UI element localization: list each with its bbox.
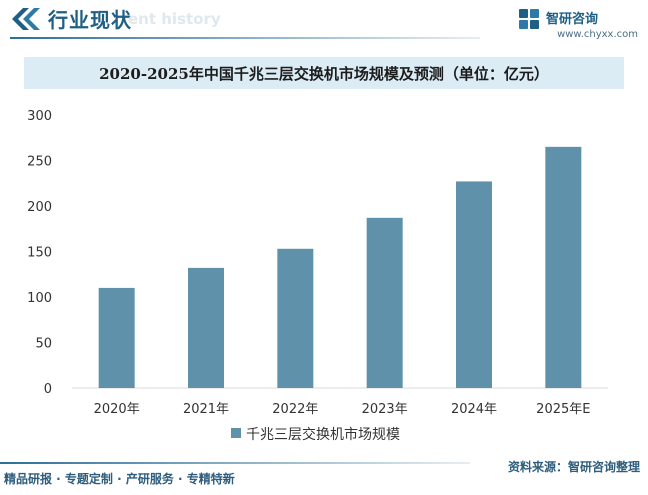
x-tick-label: 2025年E [536,402,590,417]
y-tick-label: 50 [35,337,52,352]
x-tick-label: 2021年 [183,402,229,417]
data-source: 资料来源：智研咨询整理 [507,460,640,474]
bar [277,248,314,388]
header-ghost-text: ent history [128,10,221,28]
x-tick-label: 2023年 [362,402,408,417]
x-tick-label: 2022年 [272,402,318,417]
y-tick-label: 150 [27,246,52,261]
bar [188,267,224,388]
header-divider [10,37,480,39]
bar [545,146,582,388]
bar [456,181,492,388]
x-tick-label: 2024年 [451,402,497,417]
chart-title: 2020-2025年中国千兆三层交换机市场规模及预测（单位：亿元） [99,65,549,83]
brand: 智研咨询 www.chyxx.com [518,5,638,43]
y-tick-label: 200 [27,200,52,215]
y-tick-label: 0 [44,382,52,397]
brand-logo-icon [519,9,539,29]
x-tick-label: 2020年 [94,402,140,417]
double-chevron-icon [12,8,40,30]
header: 行业现状 ent history 智研咨询 www.chyxx.com [0,0,648,48]
legend-swatch [231,428,241,438]
bar [98,287,135,388]
y-tick-label: 300 [27,109,52,124]
bar-chart: 0 50 100 150 200 250 300 2020年 2021年 2022年 2023年 20… [27,109,608,443]
legend-label: 千兆三层交换机市场规模 [246,426,400,443]
brand-url: www.chyxx.com [557,29,638,40]
chart-title-band: 2020-2025年中国千兆三层交换机市场规模及预测（单位：亿元） [24,57,624,89]
y-tick-label: 250 [27,155,52,170]
y-tick-label: 100 [27,291,52,306]
footer-tagline: 精品研报 · 专题定制 · 产研服务 · 专精特新 [4,472,235,486]
brand-name: 智研咨询 [546,12,599,27]
page-title: 行业现状 [48,8,132,32]
footer-divider [0,462,470,464]
bar [366,217,403,388]
